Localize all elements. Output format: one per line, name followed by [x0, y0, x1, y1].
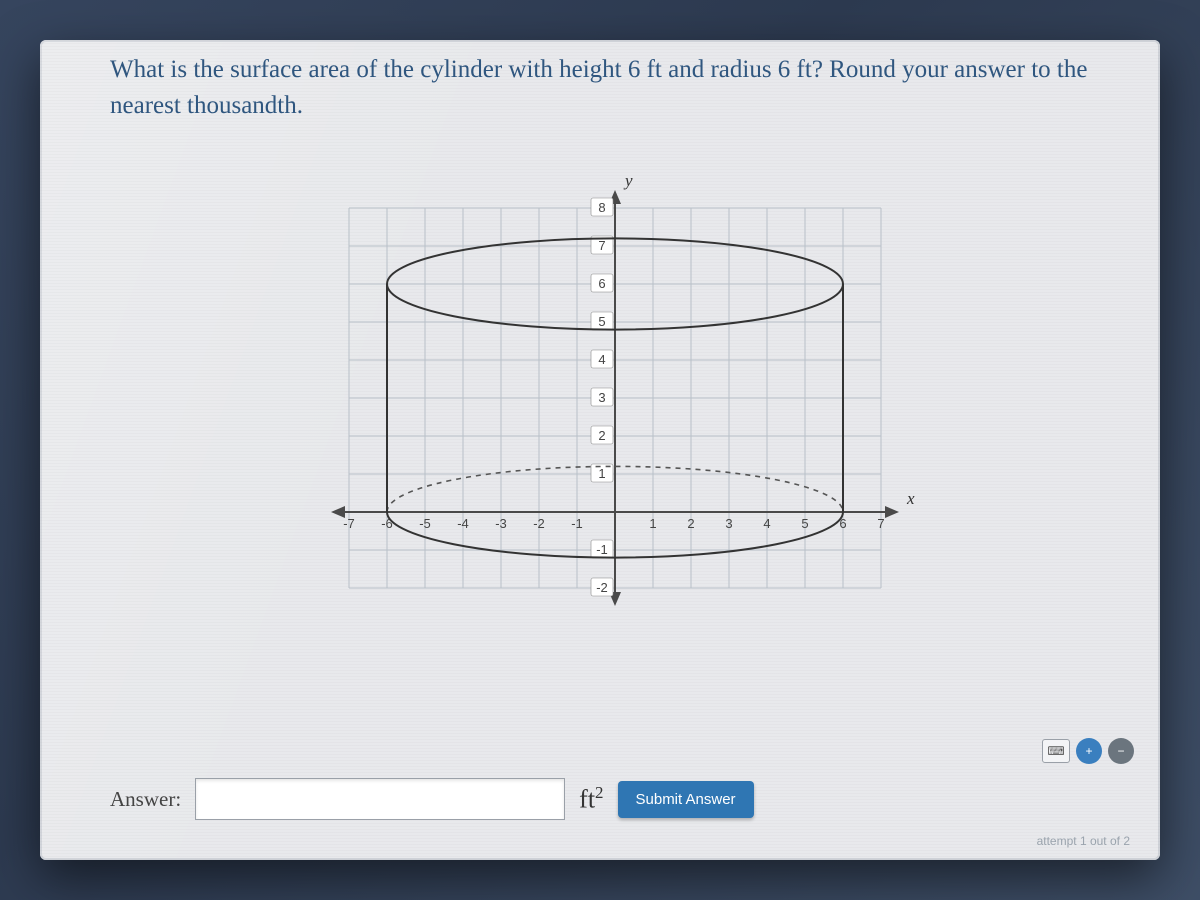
tool-row: ⌨ + −: [1042, 738, 1134, 764]
svg-text:8: 8: [598, 200, 605, 215]
svg-text:7: 7: [877, 516, 884, 531]
svg-text:5: 5: [598, 314, 605, 329]
zoom-in-icon[interactable]: +: [1076, 738, 1102, 764]
svg-text:3: 3: [598, 390, 605, 405]
unit-exponent: 2: [595, 783, 603, 802]
svg-text:-4: -4: [457, 516, 469, 531]
svg-text:2: 2: [687, 516, 694, 531]
zoom-out-icon[interactable]: −: [1108, 738, 1134, 764]
answer-input[interactable]: [195, 778, 565, 820]
submit-button[interactable]: Submit Answer: [618, 781, 754, 818]
svg-text:-2: -2: [596, 580, 608, 595]
svg-text:-6: -6: [381, 516, 393, 531]
svg-text:4: 4: [598, 352, 605, 367]
svg-text:-1: -1: [571, 516, 583, 531]
cylinder-graph: -7-6-5-4-3-2-11234567-2-112345678xy: [295, 143, 935, 653]
unit-base: ft: [579, 785, 595, 814]
svg-text:1: 1: [649, 516, 656, 531]
answer-row: Answer: ft2 Submit Answer: [110, 778, 754, 820]
svg-text:1: 1: [598, 466, 605, 481]
question-text: What is the surface area of the cylinder…: [110, 52, 1120, 125]
svg-text:4: 4: [763, 516, 770, 531]
svg-text:-7: -7: [343, 516, 355, 531]
svg-text:y: y: [623, 171, 633, 190]
svg-text:-2: -2: [533, 516, 545, 531]
attempt-counter: attempt 1 out of 2: [1037, 834, 1130, 848]
svg-text:2: 2: [598, 428, 605, 443]
svg-text:7: 7: [598, 238, 605, 253]
unit-label: ft2: [579, 783, 603, 815]
graph-region: -7-6-5-4-3-2-11234567-2-112345678xy: [295, 143, 935, 653]
svg-text:3: 3: [725, 516, 732, 531]
svg-text:-5: -5: [419, 516, 431, 531]
content-area: What is the surface area of the cylinder…: [40, 40, 1160, 860]
keyboard-icon[interactable]: ⌨: [1042, 739, 1070, 763]
svg-text:-3: -3: [495, 516, 507, 531]
svg-text:5: 5: [801, 516, 808, 531]
svg-text:6: 6: [598, 276, 605, 291]
svg-text:-1: -1: [596, 542, 608, 557]
answer-label: Answer:: [110, 787, 181, 812]
screen: What is the surface area of the cylinder…: [40, 40, 1160, 860]
svg-text:x: x: [906, 489, 915, 508]
